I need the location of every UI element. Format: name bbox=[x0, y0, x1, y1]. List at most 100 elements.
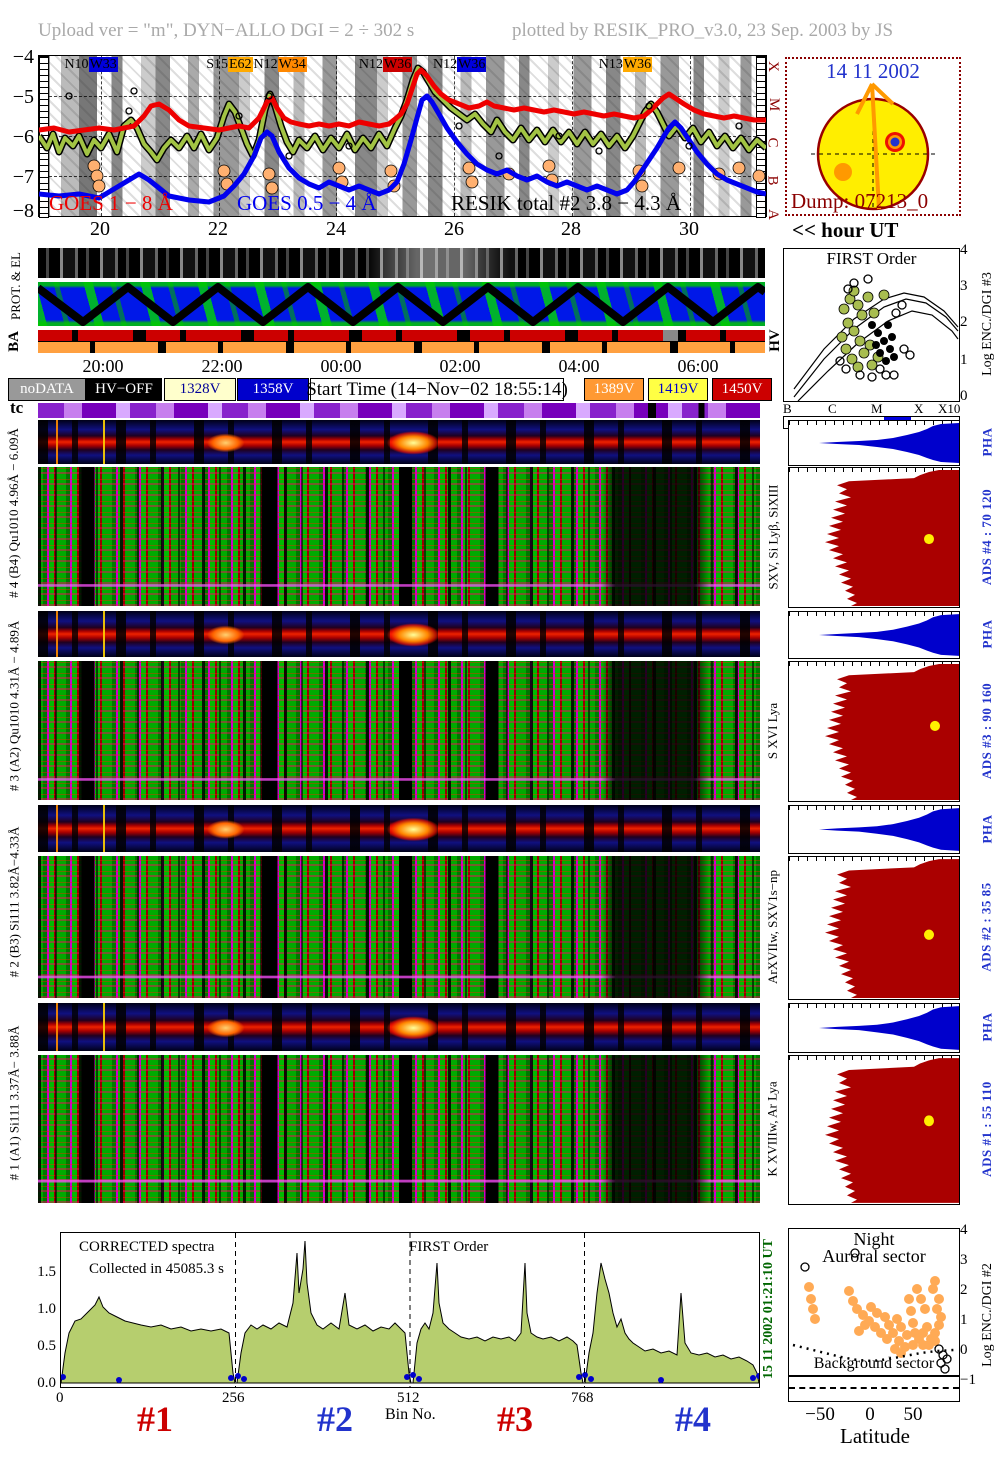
first-order-plot: FIRST Order bbox=[783, 248, 960, 402]
spectrogram-pha-4 bbox=[38, 420, 760, 464]
night-x-tick: 50 bbox=[903, 1404, 923, 1425]
pointer-line bbox=[870, 83, 881, 210]
ba-label: BA bbox=[5, 330, 22, 352]
bs-y-tick: 1.0 bbox=[37, 1301, 56, 1317]
pha-histogram-2 bbox=[788, 805, 960, 854]
pha-axis-label-2: PHA bbox=[979, 814, 995, 843]
flare-label: N12W34 bbox=[253, 57, 307, 72]
class-letter: C bbox=[764, 137, 781, 148]
time-tick: 00:00 bbox=[320, 356, 362, 376]
ads-axis-label-2: ADS #2 : 35 85 bbox=[979, 882, 994, 972]
legend-1450v: 1450V bbox=[712, 378, 772, 401]
ba-row-b bbox=[38, 330, 765, 341]
sun-date: 14 11 2002 bbox=[826, 59, 920, 83]
class-letter: M bbox=[766, 97, 783, 112]
time-tick: 04:00 bbox=[558, 356, 600, 376]
ads-histogram-4 bbox=[788, 467, 960, 608]
channel-1-label: #1 bbox=[137, 1399, 173, 1439]
bin-no-label: Bin No. bbox=[385, 1406, 436, 1423]
flare-label: N13W36 bbox=[598, 57, 653, 72]
fo-x-label: X10 bbox=[938, 401, 961, 416]
time-tick: 22:00 bbox=[201, 356, 243, 376]
spectrogram-pha-2 bbox=[38, 805, 760, 852]
ads-histogram-3 bbox=[788, 661, 960, 802]
ads-histogram-1 bbox=[788, 1055, 960, 1205]
x-tick: 28 bbox=[561, 218, 581, 240]
goes-long-legend: GOES 1 − 8 Å bbox=[49, 191, 173, 215]
pha-axis-label-4: PHA bbox=[979, 427, 995, 457]
x-tick: 20 bbox=[90, 218, 110, 240]
legend-1328v: 1328V bbox=[164, 378, 236, 401]
spectrogram-ads-4 bbox=[38, 467, 760, 606]
tc-label: tc bbox=[10, 398, 24, 417]
flare-label: N10W33 bbox=[64, 57, 118, 72]
fo-right-tick: 0 bbox=[960, 388, 968, 404]
channel-label-3: # 3 (A2) Qu1010 4.31Å − 4.89Å bbox=[6, 620, 22, 791]
x-tick: 26 bbox=[444, 218, 464, 240]
line-id-label-2: ArXVIIw, SXV1s−np bbox=[765, 869, 780, 985]
night-right-tick: 2 bbox=[960, 1282, 968, 1298]
resik-total-curve bbox=[39, 66, 766, 162]
y-tick: −6 bbox=[12, 126, 34, 148]
first-order-scatter bbox=[793, 274, 959, 401]
goes-short-curve bbox=[39, 93, 766, 205]
legend-start-time: Start Time (14−Nov−02 18:55:14) bbox=[306, 378, 568, 401]
time-tick: 06:00 bbox=[677, 356, 719, 376]
ads-axis-label-3: ADS #3 : 90 160 bbox=[979, 682, 994, 779]
night-x-tick: 0 bbox=[865, 1404, 875, 1425]
header-left: Upload ver = "m", DYN−ALLO DGI = 2 ÷ 302… bbox=[38, 20, 415, 41]
bs-y-tick: 1.5 bbox=[37, 1264, 56, 1280]
channel-4-label: #4 bbox=[675, 1399, 711, 1439]
class-letter: B bbox=[764, 175, 781, 186]
flare-label: N12W36 bbox=[358, 57, 413, 72]
solar-disk-box: 14 11 2002 Dump: 07213_0 bbox=[785, 57, 961, 216]
legend-1389v: 1389V bbox=[584, 378, 644, 401]
night-right-tick: 1 bbox=[960, 1312, 968, 1328]
spectrum-title: CORRECTED spectra bbox=[79, 1239, 215, 1255]
corrected-spectrum-plot: CORRECTED spectra Collected in 45085.3 s… bbox=[60, 1232, 760, 1388]
pha-histogram-3 bbox=[788, 611, 960, 659]
hour-ut-label: << hour UT bbox=[792, 218, 899, 242]
time-tick: 02:00 bbox=[439, 356, 481, 376]
bs-y-tick: 0.0 bbox=[37, 1375, 56, 1391]
goes-curves bbox=[39, 64, 766, 205]
bs-x-tick: 0 bbox=[56, 1390, 64, 1406]
goes-resik-plot: N10W33 S15E62 N12W34 N12W36 N12W36 N13W3… bbox=[38, 55, 767, 218]
line-id-label-4: SXV, Si Lyβ, SiXIII bbox=[765, 484, 781, 589]
class-letter: X bbox=[764, 61, 781, 72]
tc-strip bbox=[38, 403, 760, 418]
bs-x-tick: 512 bbox=[397, 1390, 420, 1406]
corrected-spectrum bbox=[61, 1233, 759, 1387]
proton-electron-strip bbox=[38, 282, 765, 326]
electron-strip bbox=[38, 248, 765, 278]
class-letter: A bbox=[764, 209, 781, 220]
auroral-title: Auroral sector bbox=[822, 1246, 926, 1266]
pha-axis-label-3: PHA bbox=[979, 619, 995, 649]
spectrogram-pha-3 bbox=[38, 611, 760, 657]
goes-long-curve bbox=[39, 67, 766, 135]
night-right-axis-label: Log ENC./DGI #2 bbox=[980, 1263, 996, 1367]
latitude-label: Latitude bbox=[840, 1424, 910, 1448]
line-id-label-3: S XVI Lya bbox=[765, 702, 780, 759]
ads-axis-label-4: ADS #4 : 70 120 bbox=[979, 488, 994, 585]
pha-histogram-1 bbox=[788, 1003, 960, 1053]
dump-label: Dump: 07213_0 bbox=[791, 189, 929, 213]
flare-label: S15E62 bbox=[206, 57, 253, 72]
night-scatter bbox=[792, 1248, 955, 1374]
spectrum-date-label: 15 11 2002 01:21:10 UT bbox=[761, 1239, 776, 1379]
channel-2-label: #2 bbox=[317, 1399, 353, 1439]
ba-row-a bbox=[38, 342, 765, 353]
goes-short-legend: GOES 0.5 − 4 Å bbox=[237, 191, 377, 215]
spectrogram-ads-1 bbox=[38, 1055, 760, 1203]
night-right-tick: 0 bbox=[960, 1342, 968, 1358]
fo-x-label: B bbox=[783, 401, 792, 416]
night-x-tick: −50 bbox=[805, 1404, 835, 1425]
flare-label: N12W36 bbox=[433, 57, 487, 72]
night-auroral-plot: Night Auroral sector Background sector bbox=[788, 1228, 960, 1402]
y-tick: −8 bbox=[12, 200, 34, 222]
fo-right-tick: 2 bbox=[960, 314, 968, 330]
prot-el-label: PROT. & EL bbox=[8, 251, 24, 321]
bs-x-tick: 256 bbox=[222, 1390, 245, 1406]
ba-strip bbox=[38, 330, 765, 353]
